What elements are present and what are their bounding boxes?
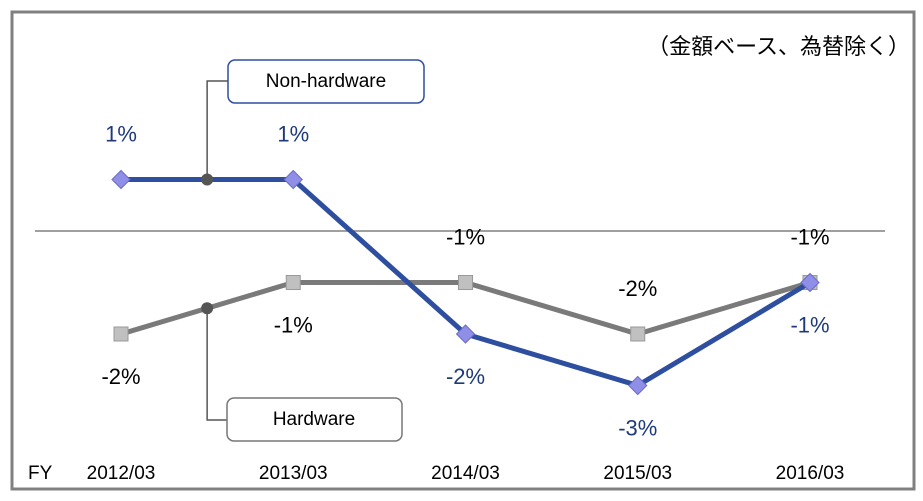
data-label: -2%	[101, 364, 140, 389]
marker	[285, 275, 301, 290]
marker	[630, 326, 646, 342]
x-tick-label: 2013/03	[259, 463, 328, 484]
marker	[111, 169, 131, 190]
legend-label: Non-hardware	[266, 71, 386, 92]
legend-label: Hardware	[273, 409, 355, 430]
data-label: -3%	[618, 415, 657, 440]
data-label: -1%	[790, 312, 829, 337]
marker	[458, 275, 473, 290]
legend-box	[227, 59, 425, 104]
x-tick-label: 2012/03	[87, 463, 156, 484]
frame	[10, 10, 916, 491]
x-tick-label: 2014/03	[431, 463, 500, 484]
marker	[455, 324, 476, 344]
data-label: 1%	[277, 121, 309, 146]
callout-dot	[201, 302, 214, 315]
callout-dot	[201, 173, 214, 186]
note: （金額ベース、為替除く）	[647, 34, 910, 59]
data-label: -1%	[790, 224, 829, 249]
x-tick-label: 2016/03	[776, 463, 845, 484]
marker	[283, 169, 303, 190]
data-label: -2%	[446, 364, 485, 389]
data-label: -2%	[618, 276, 657, 301]
data-label: -1%	[274, 312, 313, 337]
marker	[628, 375, 648, 396]
marker	[800, 272, 820, 293]
callout-line	[206, 80, 228, 180]
marker	[113, 326, 129, 342]
x-tick-label: 2015/03	[603, 463, 672, 484]
x-axis-label: FY	[28, 463, 53, 484]
data-label: -1%	[446, 224, 485, 249]
callout-line	[206, 308, 227, 421]
data-label: 1%	[105, 121, 137, 146]
legend-box	[226, 397, 403, 442]
